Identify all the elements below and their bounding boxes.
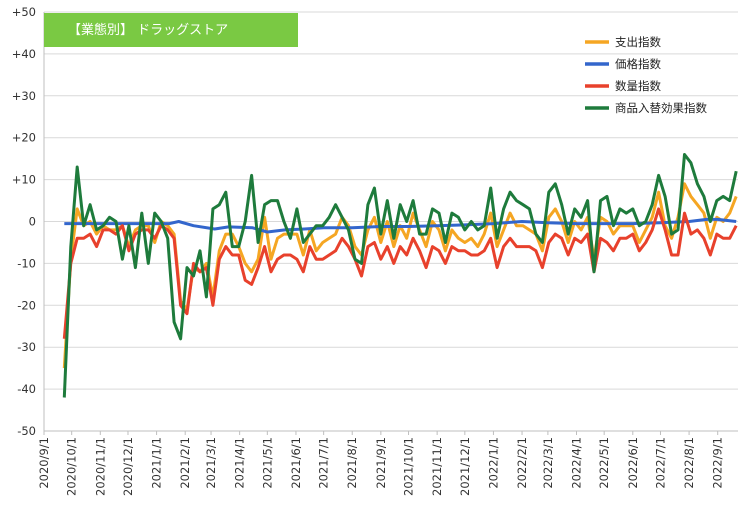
- x-tick-label: 2021/7/1: [317, 437, 331, 489]
- y-tick-label: -40: [17, 382, 36, 396]
- legend-label: 価格指数: [615, 57, 661, 71]
- y-tick-label: -30: [17, 340, 36, 354]
- x-tick-label: 2022/9/1: [711, 437, 725, 489]
- x-tick-label: 2021/10/1: [402, 437, 416, 496]
- legend-label: 支出指数: [615, 35, 661, 49]
- x-tick-label: 2021/9/1: [374, 437, 388, 489]
- x-tick-label: 2020/10/1: [65, 437, 79, 496]
- legend-label: 数量指数: [615, 79, 661, 93]
- chart-title: 【業態別】 ドラッグストア: [68, 22, 228, 38]
- y-tick-label: +10: [12, 173, 36, 187]
- y-tick-label: +30: [12, 89, 36, 103]
- y-tick-label: 0: [29, 215, 36, 229]
- x-tick-label: 2021/8/1: [345, 437, 359, 489]
- series-layer: [62, 153, 738, 398]
- x-tick-label: 2022/7/1: [653, 437, 667, 489]
- y-tick-label: +40: [12, 47, 36, 61]
- x-tick-label: 2022/6/1: [626, 437, 640, 489]
- x-tick-label: 2021/12/1: [458, 437, 472, 496]
- y-tick-label: +20: [12, 131, 36, 145]
- x-tick-label: 2022/5/1: [597, 437, 611, 489]
- legend-label: 商品入替効果指数: [615, 101, 707, 115]
- x-tick-label: 2022/2/1: [515, 437, 529, 489]
- x-tick-label: 2021/11/1: [430, 437, 444, 496]
- x-tick-label: 2022/1/1: [486, 437, 500, 489]
- chart-title-background: [44, 13, 298, 47]
- x-tick-label: 2021/5/1: [260, 437, 274, 489]
- x-tick-label: 2020/12/1: [121, 437, 135, 496]
- x-tick-label: 2020/9/1: [37, 437, 51, 489]
- x-tick-label: 2021/4/1: [233, 437, 247, 489]
- x-tick-label: 2022/8/1: [682, 437, 696, 489]
- x-tick-label: 2022/3/1: [541, 437, 555, 489]
- chart-title-box: 【業態別】 ドラッグストア: [44, 13, 298, 47]
- x-tick-label: 2021/6/1: [289, 437, 303, 489]
- x-tick-label: 2022/4/1: [569, 437, 583, 489]
- series-line-3: [62, 153, 738, 398]
- y-tick-label: +50: [12, 5, 36, 19]
- y-tick-label: -10: [17, 256, 36, 270]
- x-tick-label: 2021/2/1: [178, 437, 192, 489]
- x-tick-label: 2021/1/1: [150, 437, 164, 489]
- y-tick-label: -50: [17, 424, 36, 438]
- series-line-2: [62, 207, 738, 339]
- y-tick-label: -20: [17, 298, 36, 312]
- x-tick-label: 2020/11/1: [93, 437, 107, 496]
- x-tick-label: 2021/3/1: [204, 437, 218, 489]
